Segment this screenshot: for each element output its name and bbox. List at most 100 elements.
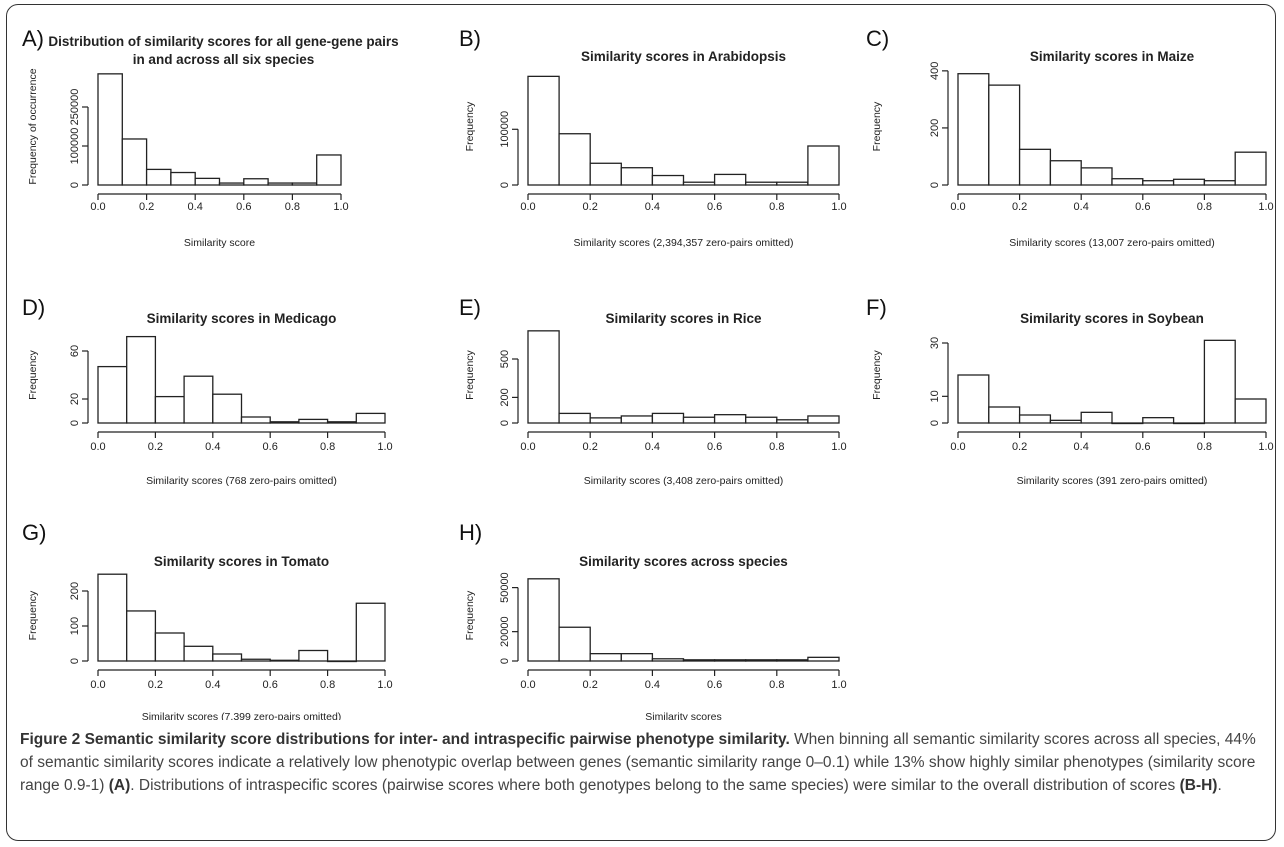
- histogram-bar: [807, 415, 840, 424]
- histogram-bar: [620, 653, 654, 662]
- y-tick-label: 60: [69, 345, 81, 357]
- histogram-bar: [527, 75, 560, 186]
- histogram-bar: [269, 659, 300, 662]
- x-tick-label: 0.8: [769, 201, 784, 213]
- histogram-bar: [121, 138, 148, 186]
- x-tick-label: 0.8: [769, 441, 784, 453]
- histogram-bar: [355, 412, 386, 424]
- histogram-bar: [1111, 422, 1144, 425]
- histogram-bar: [527, 330, 560, 424]
- histogram-panel-c: C) Similarity scores in Maize 0 200 400 Frequ…: [866, 26, 1274, 249]
- panel-letter: C): [866, 26, 889, 51]
- histogram-panel-h: H) Similarity scores across species 0 20000…: [459, 520, 847, 720]
- histogram-bar: [1018, 414, 1052, 424]
- histogram-bar: [267, 182, 294, 186]
- histogram-bar: [745, 416, 778, 424]
- x-tick-label: 0.4: [645, 679, 660, 691]
- x-tick-label: 0.0: [950, 441, 965, 453]
- histogram-bar: [183, 375, 214, 424]
- x-tick-label: 1.0: [1258, 441, 1273, 453]
- histogram-bar: [807, 656, 840, 662]
- y-tick-label: 10: [929, 390, 941, 402]
- histogram-bar: [212, 653, 243, 662]
- x-tick-label: 0.6: [263, 441, 278, 453]
- histogram-bar: [589, 653, 622, 662]
- y-axis-label: Frequency: [27, 590, 39, 640]
- histogram-bar: [269, 421, 300, 424]
- x-tick-label: 1.0: [333, 201, 348, 213]
- caption-title: Figure 2 Semantic similarity score distr…: [20, 731, 790, 748]
- y-tick-label: 0: [929, 182, 941, 188]
- histogram-bar: [170, 171, 196, 186]
- histogram-bar: [776, 419, 809, 424]
- histogram-bar: [589, 162, 622, 186]
- histogram-bar: [218, 182, 245, 186]
- histogram-bar: [776, 181, 809, 186]
- panel-letter: D): [22, 295, 45, 320]
- histogram-bar: [651, 412, 685, 424]
- x-tick-label: 0.4: [205, 679, 220, 691]
- histogram-bar: [1142, 417, 1175, 424]
- x-axis-label: Similarity score: [184, 237, 255, 249]
- histogram-bar: [713, 659, 747, 662]
- histogram-bar: [194, 177, 221, 186]
- histogram-bar: [240, 658, 271, 662]
- x-tick-label: 0.0: [90, 201, 105, 213]
- x-tick-label: 0.8: [285, 201, 300, 213]
- histogram-bar: [1142, 180, 1175, 186]
- histogram-bar: [243, 178, 269, 186]
- histogram-bar: [154, 632, 185, 662]
- histogram-bar: [807, 145, 840, 186]
- y-tick-label: 50000: [499, 572, 511, 603]
- panel-title: Similarity scores in Maize: [1030, 49, 1195, 64]
- x-tick-label: 0.6: [236, 201, 251, 213]
- panel-title: Similarity scores in Medicago: [147, 311, 337, 326]
- panel-title: Distribution of similarity scores for al…: [48, 34, 398, 49]
- x-tick-label: 0.2: [583, 441, 598, 453]
- x-tick-label: 1.0: [377, 679, 392, 691]
- histogram-bar: [988, 84, 1021, 186]
- x-axis-label: Similarity scores (768 zero-pairs omitte…: [146, 475, 337, 487]
- x-tick-label: 0.2: [1012, 201, 1027, 213]
- panel-title: Similarity scores in Rice: [605, 311, 762, 326]
- histogram-panel-b: B) Similarity scores in Arabidopsis 0 10000…: [459, 26, 847, 249]
- histogram-bar: [651, 174, 685, 186]
- histogram-bar: [298, 649, 329, 662]
- histogram-bar: [316, 154, 342, 186]
- x-tick-label: 0.0: [90, 679, 105, 691]
- y-tick-label: 200: [499, 388, 511, 406]
- x-tick-label: 0.4: [1074, 441, 1089, 453]
- x-tick-label: 0.8: [1197, 441, 1212, 453]
- x-tick-label: 1.0: [831, 201, 846, 213]
- histogram-bar: [527, 578, 560, 662]
- x-axis-label: Similarity scores (13,007 zero-pairs omi…: [1009, 237, 1214, 249]
- histogram-bar: [1049, 160, 1082, 186]
- x-axis-label: Similarity scores (7,399 zero-pairs omit…: [142, 711, 342, 720]
- caption-text: When binning all semantic similarity sco…: [20, 731, 1256, 794]
- histogram-bar: [682, 416, 716, 424]
- x-tick-label: 0.4: [1074, 201, 1089, 213]
- histogram-bar: [957, 374, 990, 424]
- histogram-bar: [713, 173, 747, 186]
- panel-title: Similarity scores in Soybean: [1020, 311, 1204, 326]
- x-tick-label: 0.2: [148, 441, 163, 453]
- x-tick-label: 1.0: [1258, 201, 1273, 213]
- x-axis-label: Similarity scores (391 zero-pairs omitte…: [1017, 475, 1208, 487]
- x-tick-label: 0.2: [583, 679, 598, 691]
- histogram-bar: [713, 414, 747, 424]
- histogram-bar: [326, 660, 357, 663]
- histogram-panel-f: F) Similarity scores in Soybean 0 10 30 Frequ…: [866, 295, 1274, 487]
- y-tick-label: 200: [69, 582, 81, 600]
- panel-letter: F): [866, 295, 887, 320]
- histogram-bar: [97, 573, 128, 662]
- x-tick-label: 0.8: [320, 441, 335, 453]
- histogram-bar: [745, 181, 778, 186]
- figure-caption: Figure 2 Semantic similarity score distr…: [20, 728, 1260, 797]
- histogram-panel-a: A) Distribution of similarity scores for …: [22, 26, 399, 249]
- histogram-panel-g: G) Similarity scores in Tomato 0 100 200 Freq…: [22, 520, 393, 720]
- y-tick-label: 20000: [499, 616, 511, 647]
- x-tick-label: 0.2: [1012, 441, 1027, 453]
- histogram-bar: [97, 365, 128, 424]
- y-tick-label: 0: [499, 182, 511, 188]
- panel-letter: G): [22, 520, 46, 545]
